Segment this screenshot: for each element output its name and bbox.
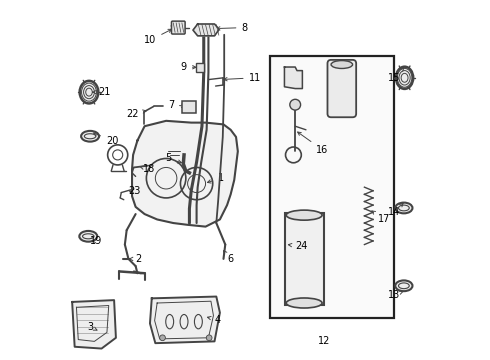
- Ellipse shape: [81, 131, 99, 141]
- Text: 24: 24: [289, 241, 308, 251]
- Polygon shape: [150, 297, 220, 343]
- Text: 9: 9: [181, 62, 196, 72]
- Text: 18: 18: [140, 164, 155, 174]
- Ellipse shape: [395, 203, 413, 213]
- Text: 1: 1: [207, 173, 224, 183]
- Circle shape: [160, 335, 166, 341]
- FancyBboxPatch shape: [172, 21, 185, 34]
- Text: 10: 10: [144, 29, 172, 45]
- Text: 21: 21: [93, 87, 111, 97]
- Ellipse shape: [286, 210, 322, 220]
- Text: 23: 23: [128, 186, 141, 196]
- Ellipse shape: [79, 231, 97, 242]
- FancyBboxPatch shape: [327, 60, 356, 117]
- Text: 22: 22: [127, 109, 146, 119]
- Text: 2: 2: [129, 254, 142, 264]
- Text: 8: 8: [217, 23, 247, 33]
- FancyBboxPatch shape: [196, 63, 204, 72]
- Text: 6: 6: [223, 251, 233, 264]
- Text: 17: 17: [372, 211, 390, 224]
- Text: 20: 20: [94, 133, 118, 145]
- Circle shape: [290, 99, 300, 110]
- Text: 11: 11: [224, 73, 261, 83]
- Text: 13: 13: [388, 290, 403, 300]
- Text: 7: 7: [168, 100, 185, 110]
- Polygon shape: [132, 121, 238, 226]
- Text: 15: 15: [388, 68, 404, 83]
- FancyBboxPatch shape: [285, 213, 323, 305]
- Ellipse shape: [395, 280, 413, 291]
- Text: 4: 4: [207, 315, 220, 325]
- Text: 16: 16: [297, 132, 328, 154]
- Polygon shape: [285, 67, 302, 89]
- Polygon shape: [72, 300, 116, 348]
- FancyBboxPatch shape: [182, 101, 196, 113]
- Text: 19: 19: [90, 236, 102, 246]
- Circle shape: [206, 335, 212, 341]
- Text: 14: 14: [388, 203, 403, 217]
- Ellipse shape: [80, 81, 98, 103]
- Ellipse shape: [286, 298, 322, 308]
- Text: 3: 3: [88, 322, 97, 332]
- Ellipse shape: [396, 67, 413, 89]
- Bar: [270, 56, 394, 318]
- Ellipse shape: [331, 60, 353, 68]
- Polygon shape: [193, 24, 219, 36]
- Text: 5: 5: [165, 153, 181, 163]
- Text: 12: 12: [318, 336, 330, 346]
